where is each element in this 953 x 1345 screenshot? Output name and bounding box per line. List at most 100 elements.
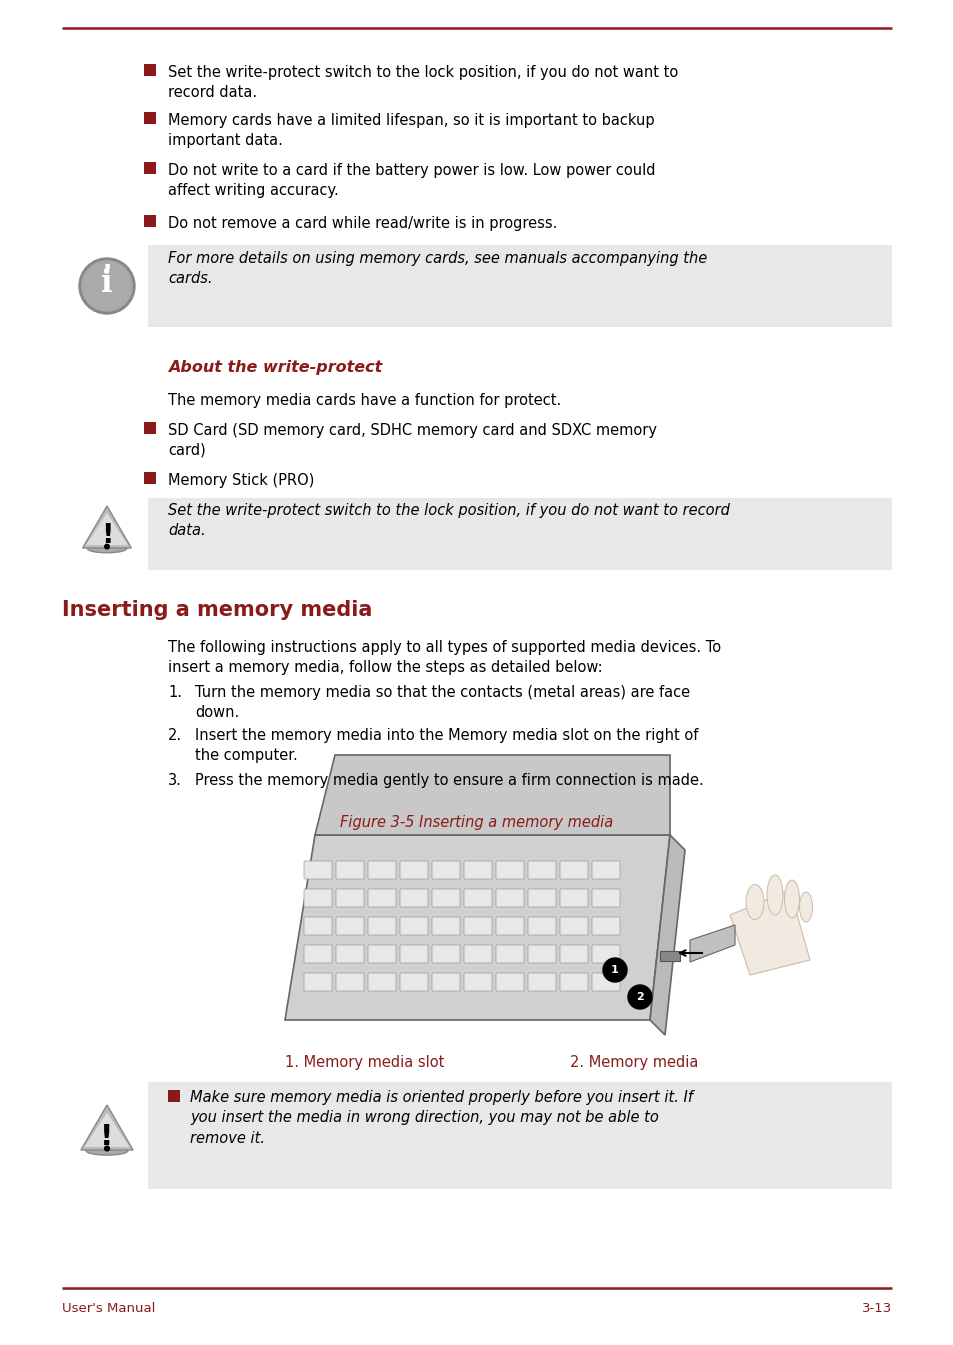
Text: Make sure memory media is oriented properly before you insert it. If
you insert : Make sure memory media is oriented prope… bbox=[190, 1089, 692, 1146]
Text: Set the write-protect switch to the lock position, if you do not want to
record : Set the write-protect switch to the lock… bbox=[168, 65, 678, 100]
FancyBboxPatch shape bbox=[432, 946, 459, 963]
Text: Memory Stick (PRO): Memory Stick (PRO) bbox=[168, 473, 314, 488]
FancyBboxPatch shape bbox=[399, 861, 428, 880]
FancyBboxPatch shape bbox=[527, 889, 556, 907]
Text: Do not write to a card if the battery power is low. Low power could
affect writi: Do not write to a card if the battery po… bbox=[168, 163, 655, 198]
FancyBboxPatch shape bbox=[592, 861, 619, 880]
Text: !: ! bbox=[101, 523, 113, 549]
FancyBboxPatch shape bbox=[463, 972, 492, 991]
FancyBboxPatch shape bbox=[463, 889, 492, 907]
Text: 2. Memory media: 2. Memory media bbox=[569, 1054, 698, 1071]
Text: 2: 2 bbox=[636, 993, 643, 1002]
FancyBboxPatch shape bbox=[335, 917, 364, 935]
Circle shape bbox=[82, 261, 132, 311]
FancyBboxPatch shape bbox=[304, 889, 332, 907]
Ellipse shape bbox=[88, 545, 127, 553]
FancyBboxPatch shape bbox=[304, 917, 332, 935]
FancyBboxPatch shape bbox=[335, 889, 364, 907]
Ellipse shape bbox=[745, 885, 763, 920]
FancyBboxPatch shape bbox=[463, 946, 492, 963]
FancyBboxPatch shape bbox=[368, 972, 395, 991]
FancyBboxPatch shape bbox=[496, 917, 523, 935]
FancyBboxPatch shape bbox=[559, 917, 587, 935]
FancyBboxPatch shape bbox=[559, 889, 587, 907]
Ellipse shape bbox=[799, 892, 812, 923]
Ellipse shape bbox=[783, 880, 799, 919]
FancyBboxPatch shape bbox=[144, 65, 156, 77]
FancyBboxPatch shape bbox=[592, 889, 619, 907]
FancyBboxPatch shape bbox=[144, 112, 156, 124]
FancyBboxPatch shape bbox=[144, 215, 156, 227]
FancyBboxPatch shape bbox=[148, 498, 891, 570]
FancyBboxPatch shape bbox=[144, 161, 156, 174]
FancyBboxPatch shape bbox=[496, 946, 523, 963]
FancyBboxPatch shape bbox=[592, 972, 619, 991]
FancyBboxPatch shape bbox=[304, 861, 332, 880]
FancyBboxPatch shape bbox=[559, 946, 587, 963]
FancyBboxPatch shape bbox=[463, 917, 492, 935]
FancyBboxPatch shape bbox=[432, 889, 459, 907]
FancyBboxPatch shape bbox=[496, 861, 523, 880]
Text: The following instructions apply to all types of supported media devices. To
ins: The following instructions apply to all … bbox=[168, 640, 720, 675]
FancyBboxPatch shape bbox=[144, 422, 156, 434]
FancyBboxPatch shape bbox=[335, 972, 364, 991]
FancyBboxPatch shape bbox=[432, 917, 459, 935]
FancyBboxPatch shape bbox=[368, 861, 395, 880]
FancyBboxPatch shape bbox=[432, 861, 459, 880]
Text: The memory media cards have a function for protect.: The memory media cards have a function f… bbox=[168, 393, 560, 408]
Polygon shape bbox=[689, 925, 734, 962]
FancyBboxPatch shape bbox=[168, 1089, 180, 1102]
Circle shape bbox=[627, 985, 651, 1009]
FancyBboxPatch shape bbox=[432, 972, 459, 991]
Ellipse shape bbox=[766, 876, 782, 915]
FancyBboxPatch shape bbox=[463, 861, 492, 880]
Polygon shape bbox=[81, 1106, 133, 1150]
Text: 3-13: 3-13 bbox=[861, 1302, 891, 1315]
Circle shape bbox=[105, 545, 110, 549]
Text: SD Card (SD memory card, SDHC memory card and SDXC memory
card): SD Card (SD memory card, SDHC memory car… bbox=[168, 422, 657, 457]
FancyBboxPatch shape bbox=[368, 946, 395, 963]
FancyBboxPatch shape bbox=[148, 1081, 891, 1189]
Circle shape bbox=[602, 958, 626, 982]
Text: Insert the memory media into the Memory media slot on the right of
the computer.: Insert the memory media into the Memory … bbox=[194, 728, 698, 763]
Polygon shape bbox=[314, 755, 669, 835]
FancyBboxPatch shape bbox=[148, 245, 891, 327]
FancyBboxPatch shape bbox=[144, 472, 156, 484]
Text: 1: 1 bbox=[611, 964, 618, 975]
FancyBboxPatch shape bbox=[335, 946, 364, 963]
FancyBboxPatch shape bbox=[592, 917, 619, 935]
Polygon shape bbox=[649, 835, 684, 1036]
Text: Do not remove a card while read/write is in progress.: Do not remove a card while read/write is… bbox=[168, 217, 557, 231]
Text: Memory cards have a limited lifespan, so it is important to backup
important dat: Memory cards have a limited lifespan, so… bbox=[168, 113, 654, 148]
Text: Set the write-protect switch to the lock position, if you do not want to record
: Set the write-protect switch to the lock… bbox=[168, 503, 729, 538]
Text: ·: · bbox=[102, 256, 112, 280]
Text: Press the memory media gently to ensure a firm connection is made.: Press the memory media gently to ensure … bbox=[194, 773, 703, 788]
FancyBboxPatch shape bbox=[559, 861, 587, 880]
FancyBboxPatch shape bbox=[527, 861, 556, 880]
Text: About the write-protect: About the write-protect bbox=[168, 360, 382, 375]
FancyBboxPatch shape bbox=[592, 946, 619, 963]
Polygon shape bbox=[285, 835, 669, 1020]
FancyBboxPatch shape bbox=[399, 917, 428, 935]
FancyBboxPatch shape bbox=[559, 972, 587, 991]
FancyBboxPatch shape bbox=[368, 917, 395, 935]
Polygon shape bbox=[86, 512, 128, 545]
FancyBboxPatch shape bbox=[527, 972, 556, 991]
Text: 1. Memory media slot: 1. Memory media slot bbox=[285, 1054, 444, 1071]
Ellipse shape bbox=[86, 1146, 128, 1155]
Polygon shape bbox=[83, 506, 132, 547]
FancyBboxPatch shape bbox=[527, 917, 556, 935]
Polygon shape bbox=[85, 1112, 130, 1147]
FancyBboxPatch shape bbox=[496, 972, 523, 991]
FancyBboxPatch shape bbox=[527, 946, 556, 963]
Text: User's Manual: User's Manual bbox=[62, 1302, 155, 1315]
Text: !: ! bbox=[100, 1123, 113, 1151]
Text: For more details on using memory cards, see manuals accompanying the
cards.: For more details on using memory cards, … bbox=[168, 252, 706, 286]
FancyBboxPatch shape bbox=[304, 946, 332, 963]
FancyBboxPatch shape bbox=[368, 889, 395, 907]
FancyBboxPatch shape bbox=[496, 889, 523, 907]
FancyBboxPatch shape bbox=[304, 972, 332, 991]
Text: 3.: 3. bbox=[168, 773, 182, 788]
FancyBboxPatch shape bbox=[399, 946, 428, 963]
FancyBboxPatch shape bbox=[399, 889, 428, 907]
